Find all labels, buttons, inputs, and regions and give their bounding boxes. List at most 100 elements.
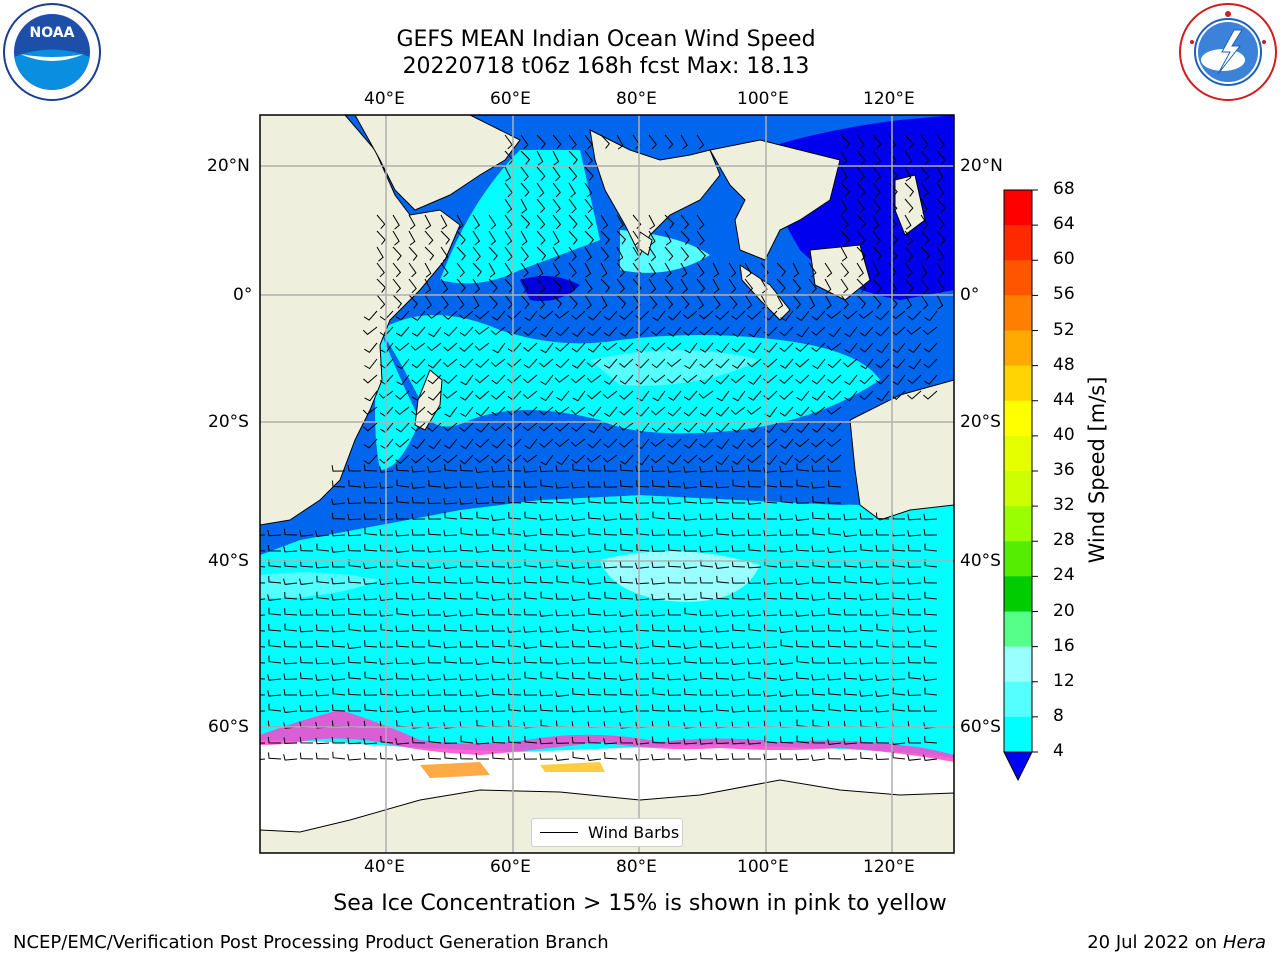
- wind-barb: [620, 543, 634, 552]
- wind-barb: [828, 326, 842, 338]
- wind-barb: [379, 358, 394, 369]
- wind-barb: [875, 706, 890, 713]
- wind-barb: [587, 342, 602, 353]
- wind-barb: [379, 658, 394, 665]
- wind-barb: [652, 511, 666, 520]
- wind-barb: [664, 278, 674, 293]
- lat-label-left-60s: 60°S: [208, 717, 249, 737]
- wind-barb: [331, 465, 346, 472]
- wind-barb: [731, 454, 746, 465]
- wind-barb: [362, 326, 378, 336]
- wind-barb: [475, 529, 490, 536]
- wind-barb: [922, 326, 938, 336]
- wind-barb: [490, 358, 506, 368]
- wind-barb: [680, 230, 690, 245]
- wind-barb: [796, 671, 810, 680]
- wind-barb: [260, 758, 266, 761]
- wind-barb: [267, 529, 282, 537]
- wind-barb: [376, 214, 386, 230]
- wind-barb: [443, 498, 458, 505]
- wind-barb: [507, 480, 522, 488]
- wind-barb: [812, 559, 826, 568]
- wind-barb: [856, 278, 866, 293]
- wind-barb: [315, 674, 330, 681]
- wind-barb: [440, 278, 449, 294]
- wind-barb: [475, 422, 490, 433]
- wind-barb: [827, 422, 842, 433]
- wind-barb: [891, 326, 906, 336]
- wind-barb: [683, 754, 698, 761]
- wind-barb: [492, 342, 506, 354]
- wind-barb: [667, 406, 682, 417]
- wind-barb: [748, 671, 762, 680]
- wind-barb: [536, 150, 544, 166]
- wind-barb: [747, 438, 762, 448]
- wind-barb: [840, 278, 849, 294]
- wind-barb: [507, 657, 522, 665]
- wind-barb: [568, 182, 576, 198]
- wind-barb: [667, 528, 682, 536]
- wind-barb: [554, 374, 570, 383]
- wind-barb: [859, 390, 874, 401]
- wind-barb: [795, 610, 810, 617]
- wind-barb: [572, 390, 586, 402]
- wind-barb: [700, 559, 714, 568]
- wind-barb: [427, 513, 442, 520]
- wind-barb: [635, 497, 650, 504]
- wind-barb: [584, 278, 593, 294]
- wind-barb: [331, 674, 346, 681]
- wind-barb: [792, 262, 800, 278]
- wind-barb: [635, 465, 650, 472]
- wind-barb: [475, 466, 490, 474]
- map-title-line1: GEFS MEAN Indian Ocean Wind Speed: [396, 27, 816, 52]
- wind-barb: [700, 591, 714, 600]
- wind-barb: [347, 642, 362, 650]
- wind-barb: [396, 479, 410, 488]
- wind-barb: [379, 674, 394, 681]
- footer-host: Hera: [1222, 932, 1266, 953]
- wind-barb: [536, 166, 546, 181]
- wind-barb: [636, 422, 650, 434]
- wind-barb: [536, 246, 547, 261]
- wind-barb: [460, 374, 474, 386]
- wind-barb: [620, 592, 634, 600]
- wind-barb: [747, 610, 762, 617]
- wind-barb: [475, 690, 490, 697]
- wind-barb: [904, 134, 914, 149]
- wind-barb: [779, 561, 794, 568]
- wind-barb: [923, 342, 938, 353]
- wind-barb: [872, 262, 880, 278]
- wind-barb: [904, 214, 912, 230]
- wind-barb: [875, 578, 890, 585]
- wind-barb: [779, 753, 794, 760]
- wind-barb: [428, 735, 442, 744]
- wind-barb: [716, 527, 730, 536]
- wind-barb: [795, 528, 809, 536]
- wind-barb: [650, 374, 666, 383]
- wind-barb: [680, 294, 690, 309]
- wind-barb: [715, 310, 730, 321]
- wind-barb: [427, 497, 442, 505]
- wind-barb: [616, 214, 624, 230]
- wind-barb: [424, 230, 434, 245]
- wind-barb: [731, 753, 746, 760]
- wind-barb: [603, 688, 618, 696]
- wind-barb: [260, 614, 266, 616]
- wind-barb: [764, 592, 778, 600]
- wind-barb: [746, 358, 762, 368]
- wind-barb: [843, 608, 858, 616]
- wind-barb: [539, 737, 554, 745]
- wind-barb: [648, 262, 657, 278]
- wind-barb: [363, 422, 378, 432]
- wind-barb: [635, 358, 650, 369]
- colorbar-segment: [1004, 330, 1032, 367]
- wind-barb: [491, 688, 506, 696]
- wind-barb: [492, 655, 506, 664]
- wind-barb: [491, 480, 506, 488]
- wind-barb: [856, 214, 866, 229]
- wind-barb: [715, 465, 730, 472]
- wind-barb: [827, 738, 842, 745]
- wind-barb: [810, 454, 826, 464]
- wind-barb: [260, 598, 266, 601]
